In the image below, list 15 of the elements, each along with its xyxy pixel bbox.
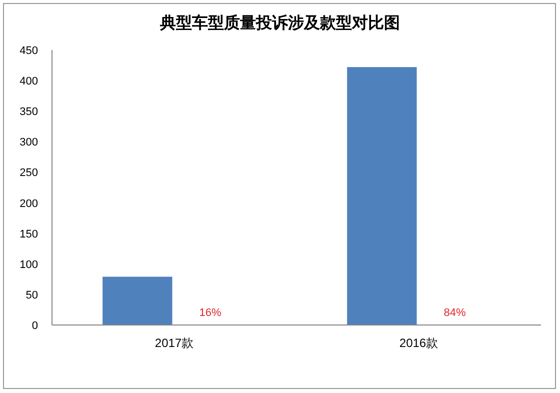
x-tick-label: 2016款 [399,336,438,350]
annotation: 84% [444,307,466,319]
y-tick-label: 150 [20,228,38,240]
y-tick-label: 100 [20,258,38,271]
y-tick-label: 50 [26,289,38,302]
y-tick-label: 450 [20,45,38,57]
y-tick-label: 400 [20,76,38,88]
y-tick-label: 250 [20,167,38,180]
y-tick-label: 300 [20,136,38,149]
y-tick-label: 200 [20,198,38,210]
chart-title: 典型车型质量投诉涉及款型对比图 [159,13,400,32]
y-tick-label: 0 [32,320,38,332]
x-tick-label: 2017款 [154,336,194,350]
annotation: 16% [199,307,222,319]
y-tick-label: 350 [20,106,38,118]
